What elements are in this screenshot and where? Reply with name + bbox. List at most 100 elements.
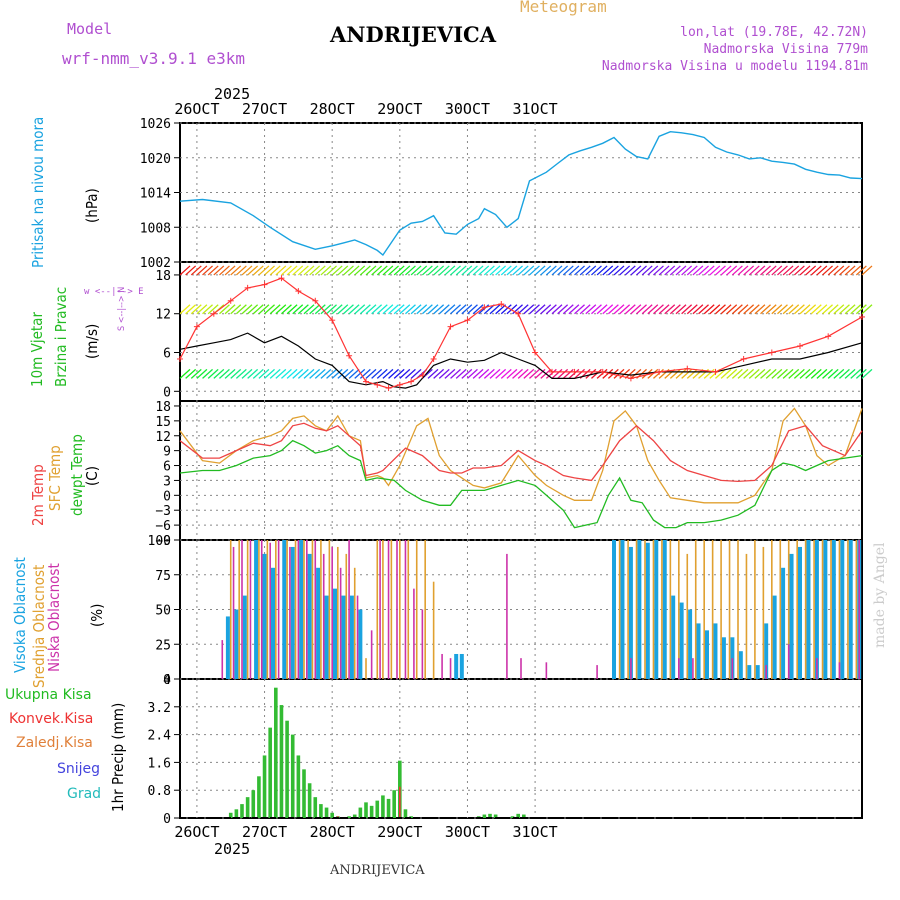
wind-barb [314, 304, 326, 315]
cloud-bar-mid [787, 540, 790, 679]
wind-barb [196, 368, 208, 379]
wind-barb [275, 265, 287, 276]
wind-barb [855, 304, 867, 315]
wind-barb [731, 265, 743, 276]
wind-barb [540, 265, 552, 276]
footer-station: ANDRIJEVICA [330, 863, 425, 878]
cloud-bar-low [692, 658, 694, 679]
wind-barb [675, 304, 687, 315]
wind-barb [202, 304, 213, 315]
wind-barb [810, 304, 822, 315]
wind-barb [658, 265, 670, 276]
cloud-bar-low [520, 658, 522, 679]
wind-barb [472, 265, 484, 276]
wind-barb [185, 265, 197, 276]
wind-barb [343, 368, 354, 379]
cloud-bar-mid [779, 540, 782, 679]
wind-barb [715, 304, 726, 315]
cloud-bar-mid [311, 540, 314, 679]
cloud-bar-mid [686, 553, 689, 679]
wind-barb [557, 265, 569, 276]
wind-barb [574, 265, 585, 276]
cloud-bar-mid [711, 540, 714, 679]
low-cloud-label: Niska Oblacnost [45, 563, 63, 672]
wind-barb [529, 265, 540, 276]
wind-barb [675, 265, 687, 276]
cloud-bar-mid [407, 540, 410, 679]
cloud-bar-low [269, 542, 271, 679]
precip-bar [516, 813, 520, 818]
precip-bar [257, 776, 261, 818]
precip-bar [262, 755, 267, 818]
wind-barb [647, 265, 659, 276]
wind-barb [365, 304, 377, 315]
wind-barb [410, 368, 422, 379]
wind-barb [551, 368, 563, 379]
wind-barb [839, 265, 850, 276]
precip-bar [330, 812, 334, 818]
cloud-bar-low [396, 540, 398, 679]
wind-barb [675, 368, 687, 379]
wind-barb [331, 368, 343, 379]
wind-barb [585, 368, 597, 379]
wind-barb [224, 368, 236, 379]
panel-frame [179, 261, 863, 402]
wind-barb [844, 304, 856, 315]
y-tick-label: 12 [155, 308, 171, 323]
wind-barb [467, 265, 478, 276]
cloud-bar-low [545, 662, 548, 679]
y-tick-label: 50 [155, 604, 171, 619]
cloud-bar-mid [855, 540, 858, 679]
cloud-bar-high [713, 623, 718, 679]
cloud-bar-mid [229, 540, 232, 679]
y-tick-label: 9 [163, 445, 171, 460]
wind-barb [303, 368, 315, 379]
cloud-bar-high [454, 653, 459, 679]
cloud-bar-low [787, 644, 790, 679]
cloud-bar-mid [796, 540, 798, 679]
wind-barb [433, 368, 445, 379]
cloud-bar-high [234, 609, 239, 679]
cloud-bar-mid [320, 540, 322, 679]
wind-barb [185, 304, 197, 315]
wind-barb [450, 265, 461, 276]
cloud-bar-high [333, 588, 337, 679]
wind-barb [799, 368, 811, 379]
compass-ns: S <--|--> N [117, 286, 127, 331]
wind-barb [551, 265, 563, 276]
wind-barb [653, 304, 664, 315]
wind-barb [737, 304, 749, 315]
wind-barb [568, 265, 580, 276]
wind-barb [793, 368, 805, 379]
wind-barb [219, 304, 230, 315]
precip-bar [268, 727, 272, 818]
axis-ticks: 26OCT 26OCT 27OCT 27OCT 28OCT 28OCT 29OCT 29OCT… [140, 100, 558, 841]
wind-barb [760, 368, 771, 379]
wind-barb [348, 304, 360, 315]
cloud-bar-high [358, 609, 363, 679]
wind-barb [252, 304, 264, 315]
cloud-bar-high [637, 540, 642, 679]
wind-barb [365, 368, 377, 379]
wind-barb [281, 304, 292, 315]
cloud-bar-high [705, 630, 709, 679]
precip-bar [493, 814, 498, 818]
wind-barb [269, 265, 281, 276]
wind-barb [461, 304, 473, 315]
wind-barb [512, 304, 523, 315]
precip-bar [364, 802, 368, 818]
date-label-bottom: 28OCT [310, 823, 355, 841]
wind-barb [286, 265, 298, 276]
y-tick-label: 1014 [140, 187, 171, 202]
wind-barb [179, 368, 191, 379]
wind-barb [602, 265, 614, 276]
wind-barb [523, 304, 535, 315]
cloud-bar-mid [345, 553, 348, 679]
wind-barb [737, 368, 749, 379]
year-top: 2025 [214, 85, 251, 103]
wind-barb [574, 368, 585, 379]
wind-barb [202, 368, 213, 379]
wind-barb [805, 304, 817, 315]
pressure-unit: (hPa) [83, 188, 101, 223]
wind-barb [669, 304, 681, 315]
